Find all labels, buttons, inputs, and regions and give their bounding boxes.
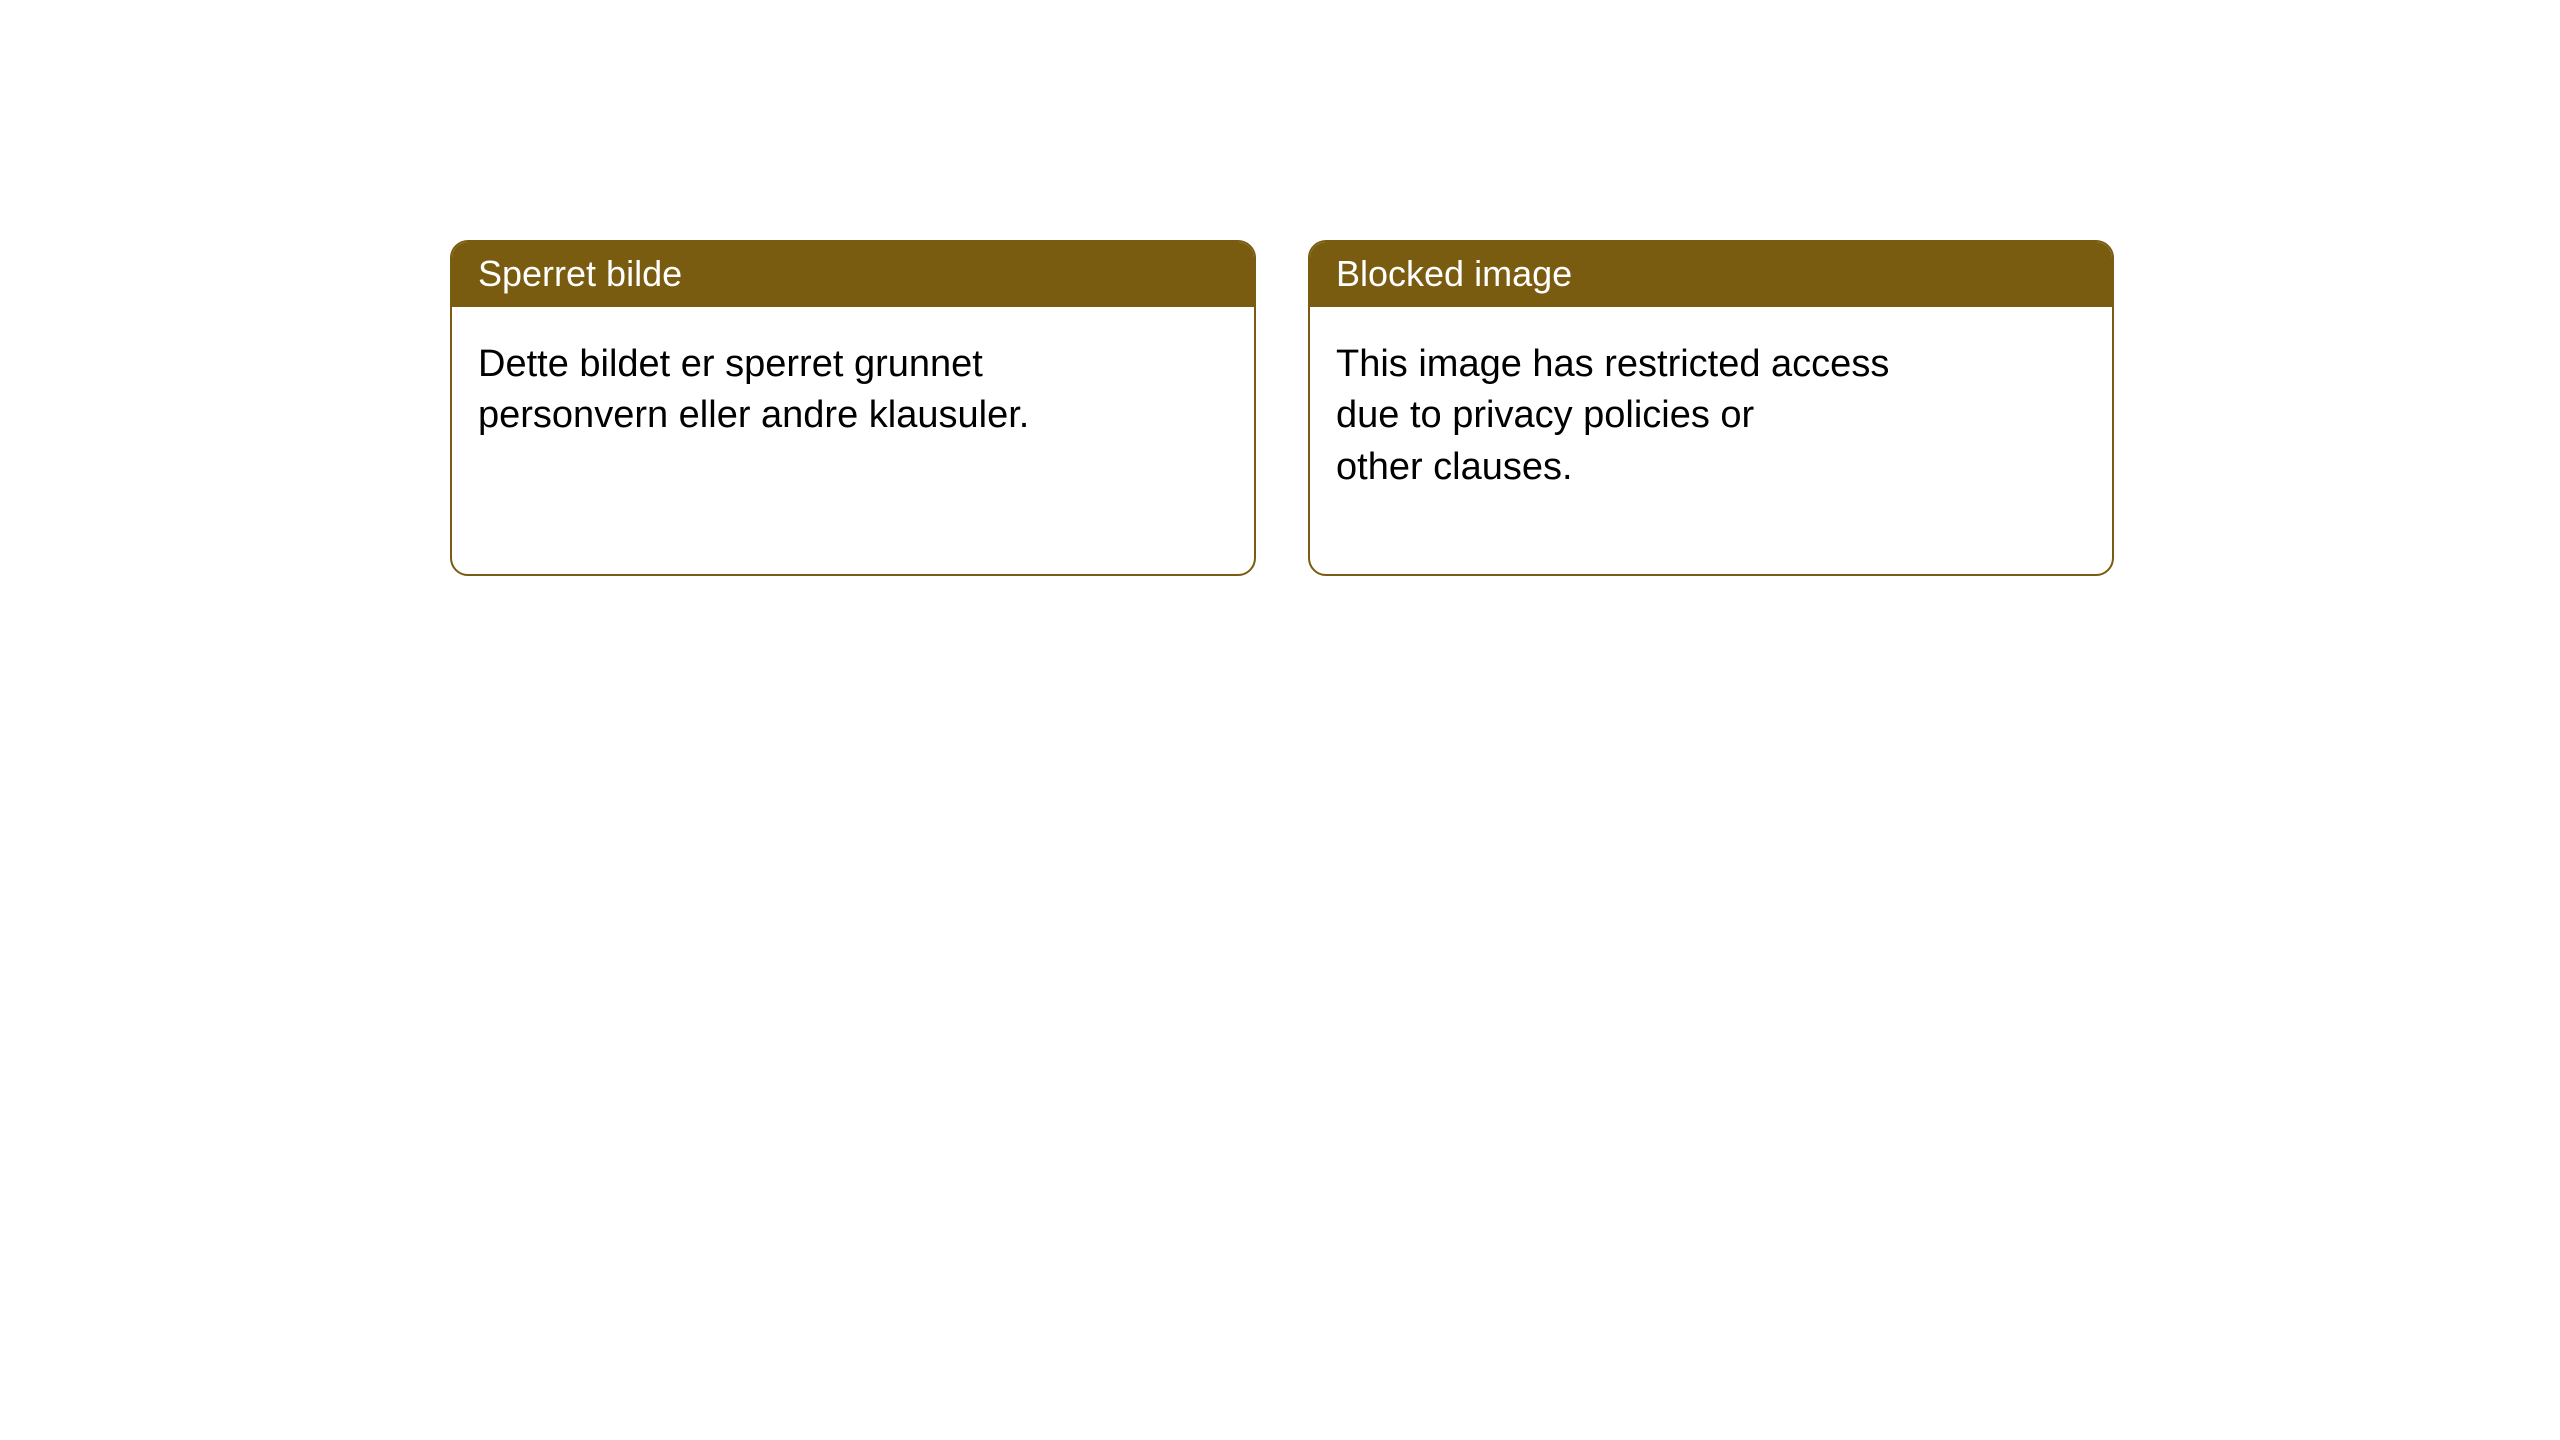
notice-card-no: Sperret bilde Dette bildet er sperret gr…	[450, 240, 1256, 576]
notice-card-en: Blocked image This image has restricted …	[1308, 240, 2114, 576]
notice-container: Sperret bilde Dette bildet er sperret gr…	[0, 0, 2560, 576]
notice-card-body: Dette bildet er sperret grunnet personve…	[452, 307, 1254, 474]
notice-card-body: This image has restricted access due to …	[1310, 307, 2112, 525]
notice-card-title: Sperret bilde	[452, 242, 1254, 307]
notice-card-title: Blocked image	[1310, 242, 2112, 307]
